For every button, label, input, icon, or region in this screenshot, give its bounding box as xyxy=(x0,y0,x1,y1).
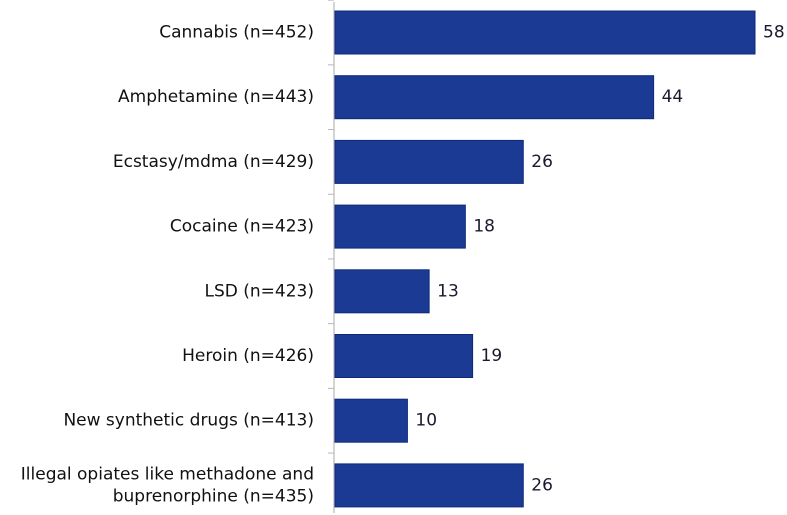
bar xyxy=(334,75,655,120)
bar xyxy=(334,334,474,378)
data-label: 10 xyxy=(415,411,437,431)
data-label: 13 xyxy=(437,281,459,301)
category-label: Heroin (n=426) xyxy=(182,346,314,366)
bars-layer xyxy=(334,10,756,508)
bar xyxy=(334,139,524,184)
category-label: LSD (n=423) xyxy=(205,281,315,301)
axis-layer xyxy=(328,0,335,513)
data-label: 26 xyxy=(531,152,553,172)
bar xyxy=(334,269,430,314)
data-label: 58 xyxy=(763,23,785,43)
bar xyxy=(334,398,408,443)
category-label-line: Ecstasy/mdma (n=429) xyxy=(113,152,314,172)
category-label: Ecstasy/mdma (n=429) xyxy=(113,152,314,172)
category-label: Cocaine (n=423) xyxy=(170,217,314,237)
bar xyxy=(334,10,756,55)
category-label-line: Illegal opiates like methadone and xyxy=(21,464,314,484)
data-label: 26 xyxy=(531,475,553,495)
category-label: Illegal opiates like methadone and bupren… xyxy=(21,464,314,506)
data-label: 19 xyxy=(481,346,503,366)
category-label-line: New synthetic drugs (n=413) xyxy=(63,411,314,431)
category-label: New synthetic drugs (n=413) xyxy=(63,411,314,431)
data-label: 44 xyxy=(662,87,684,107)
category-label: Amphetamine (n=443) xyxy=(118,87,314,107)
category-label-line: Cocaine (n=423) xyxy=(170,217,314,237)
category-label-line: LSD (n=423) xyxy=(205,281,315,301)
labels-layer: 58 Cannabis (n=452) 44 Amphetamine (n=443) 2… xyxy=(21,23,785,507)
category-label-line: Heroin (n=426) xyxy=(182,346,314,366)
category-label: Cannabis (n=452) xyxy=(159,23,314,43)
category-label-line: Cannabis (n=452) xyxy=(159,23,314,43)
bar xyxy=(334,204,466,249)
data-label: 18 xyxy=(473,217,495,237)
category-label-line: Amphetamine (n=443) xyxy=(118,87,314,107)
bar xyxy=(334,463,524,508)
category-label-line: buprenorphine (n=435) xyxy=(113,486,314,506)
